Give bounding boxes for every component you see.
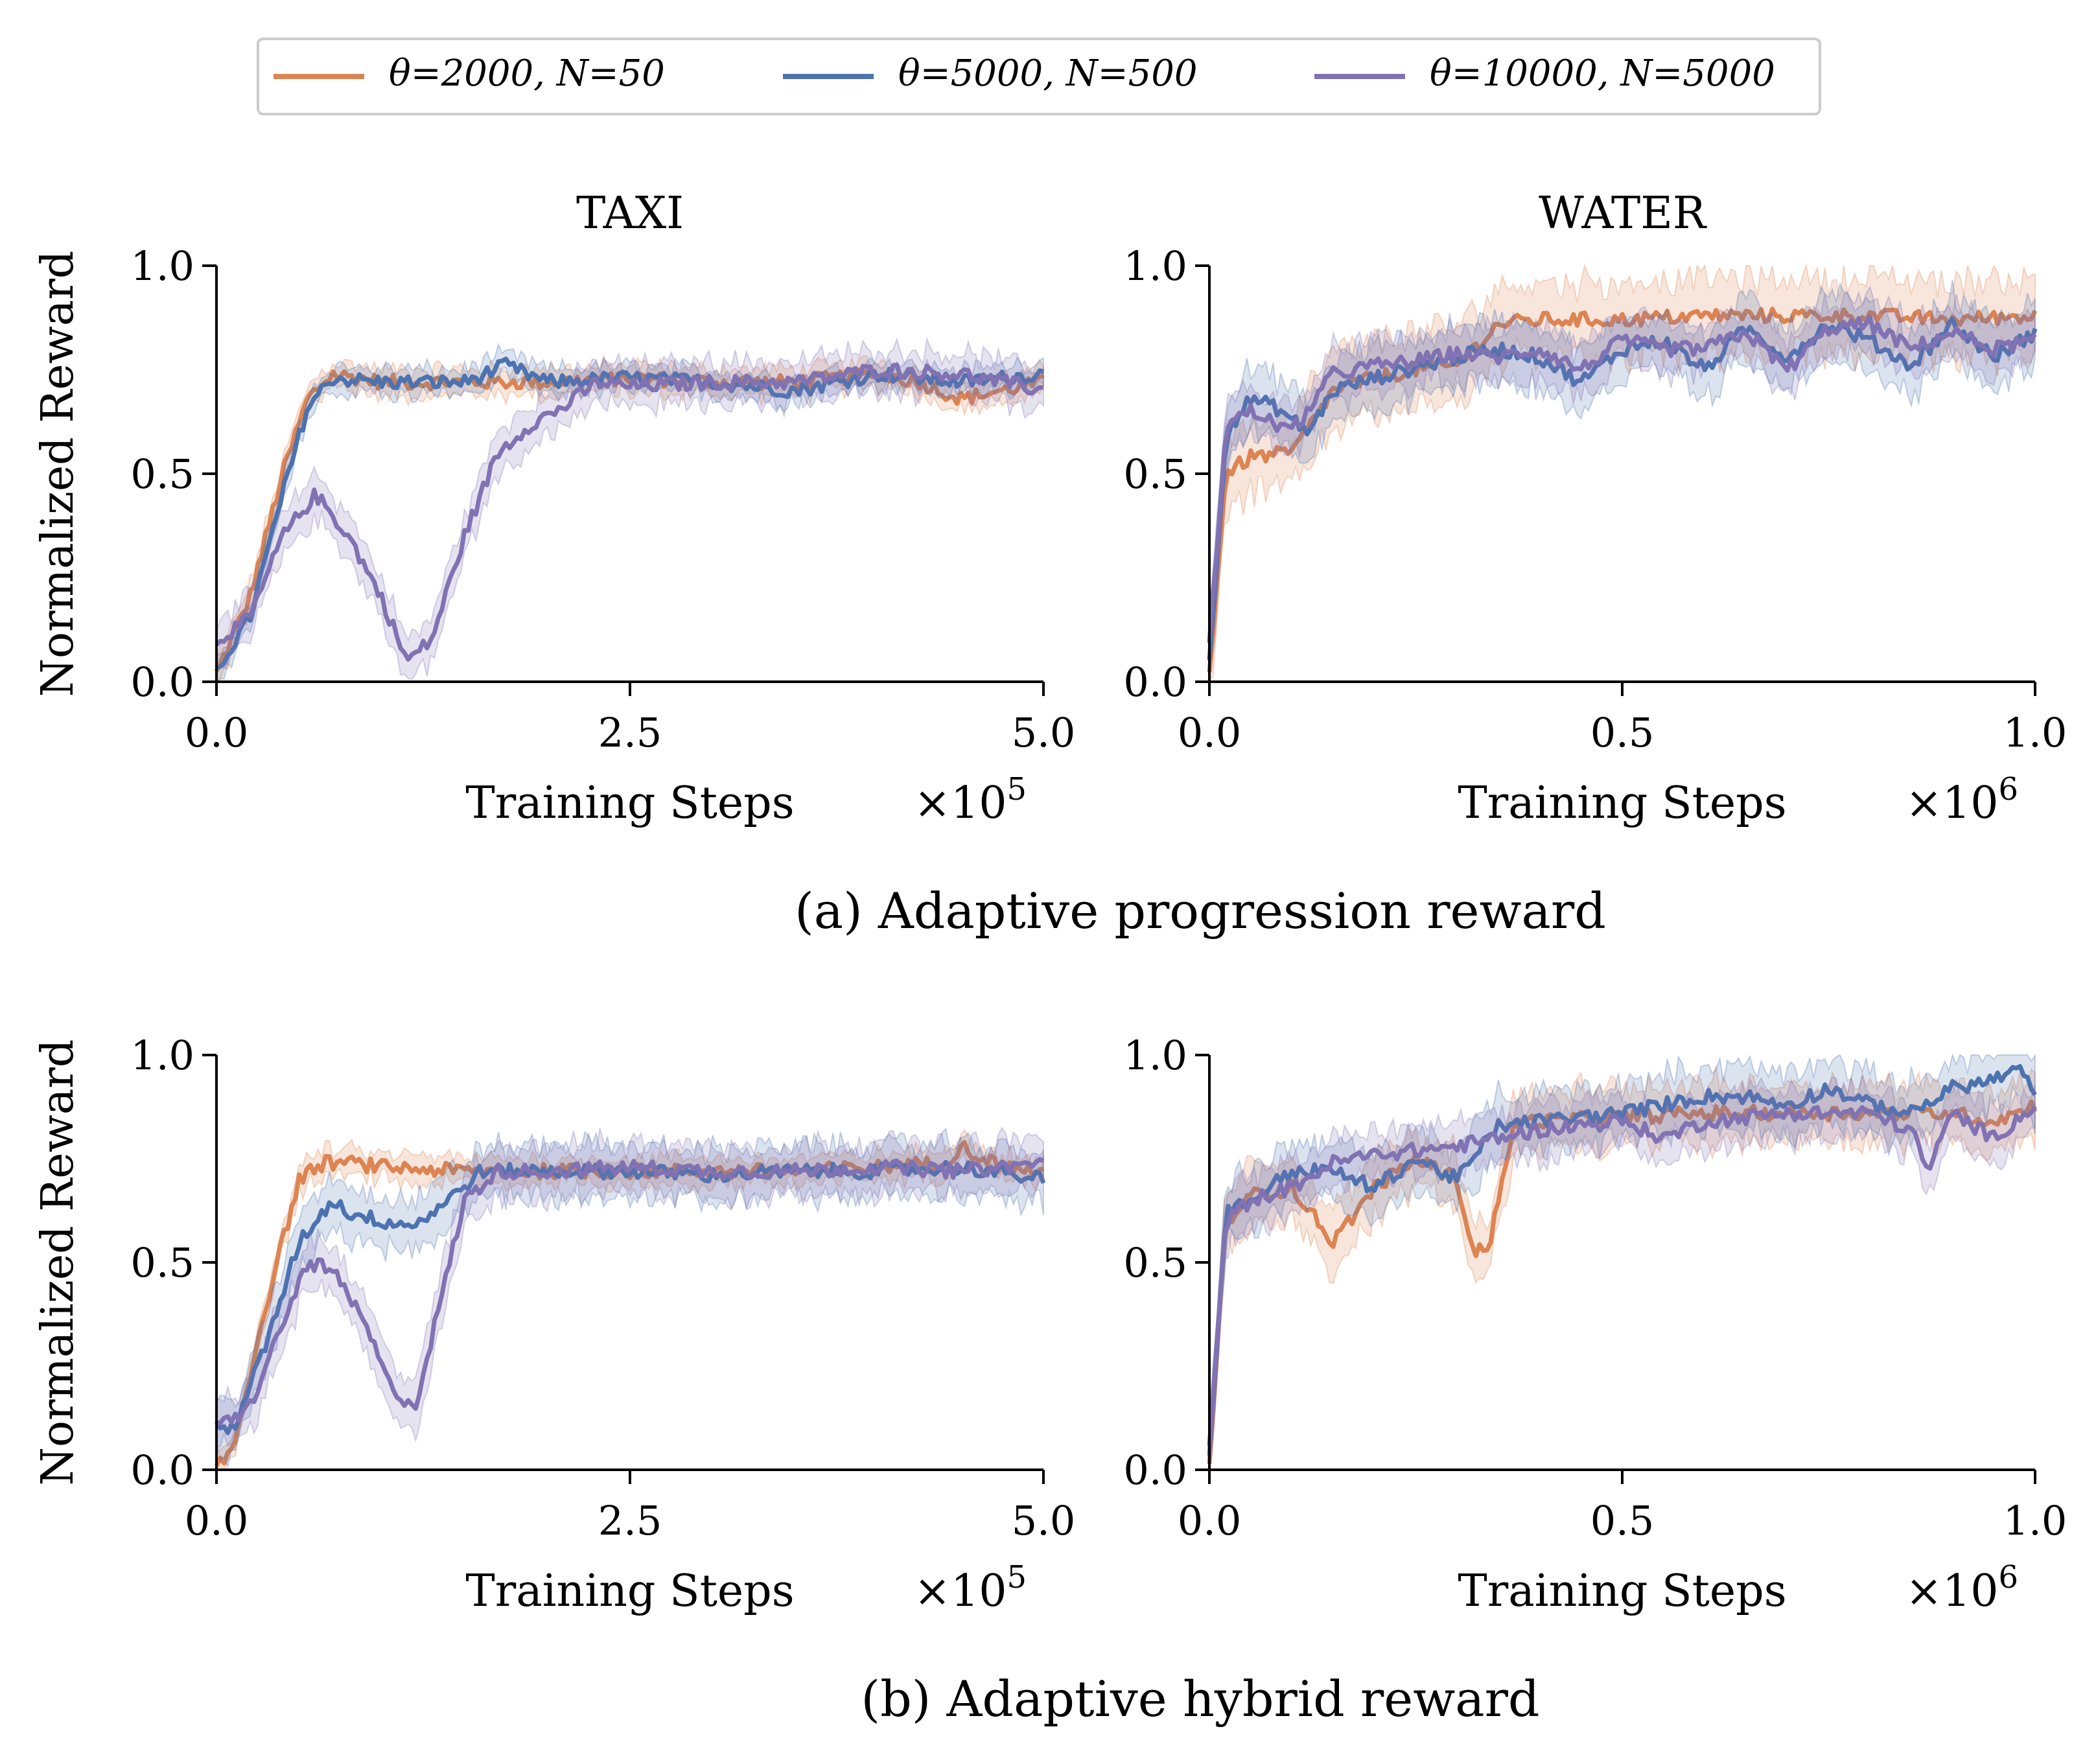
y-tick-label: 0.0 — [130, 1446, 194, 1494]
series-band-1 — [1209, 280, 2036, 682]
y-tick-label: 1.0 — [130, 1032, 194, 1079]
x-tick-label: 0.0 — [1178, 709, 1242, 756]
series-band-0 — [1209, 1065, 2036, 1470]
caption-a: (a) Adaptive progression reward — [795, 882, 1606, 940]
chart-panel-b-taxi: 0.0 0.5 1.0 0.0 2.5 5.0 Training Steps ×105 Norm… — [32, 1032, 1075, 1617]
y-tick-label: 1.0 — [1123, 1032, 1187, 1079]
series-band-1 — [216, 1127, 1044, 1469]
x-tick-label: 0.0 — [1178, 1497, 1242, 1544]
legend-entry-2: θ=10000, N=5000 — [1430, 52, 1775, 95]
legend: θ=2000, N=50 θ=5000, N=500 θ=10000, N=50… — [257, 38, 1821, 115]
x-tick-label: 2.5 — [598, 1497, 662, 1544]
y-tick-label: 0.0 — [130, 658, 194, 706]
x-tick-label: 0.5 — [1590, 1497, 1655, 1544]
legend-frame — [257, 38, 1821, 115]
x-tick-label: 0.0 — [185, 1497, 249, 1544]
chart-panel-a-taxi: 0.0 0.5 1.0 0.0 2.5 5.0 Training Steps ×105 Norm… — [32, 188, 1075, 829]
x-multiplier-label: ×106 — [1905, 771, 2018, 829]
legend-entry-0: θ=2000, N=50 — [389, 52, 665, 95]
y-tick-label: 1.0 — [130, 242, 194, 290]
x-axis-label: Training Steps — [465, 1566, 794, 1617]
y-tick-label: 1.0 — [1123, 242, 1187, 290]
x-axis-label: Training Steps — [1458, 1566, 1786, 1617]
x-axis-label: Training Steps — [1458, 778, 1786, 829]
x-multiplier-exponent: 5 — [1007, 771, 1027, 807]
x-multiplier-label: ×106 — [1905, 1559, 2018, 1617]
y-tick-label: 0.0 — [1123, 1446, 1187, 1494]
x-tick-label: 1.0 — [2003, 1497, 2067, 1544]
x-axis-label: Training Steps — [465, 778, 794, 829]
series-line-2 — [216, 1157, 1045, 1426]
panel-title: TAXI — [576, 188, 684, 239]
chart-panel-a-water: 0.0 0.5 1.0 0.0 0.5 1.0 Training Steps ×106 WATE… — [1123, 188, 2067, 829]
x-tick-label: 1.0 — [2003, 709, 2067, 756]
x-tick-label: 2.5 — [598, 709, 662, 756]
series-line-2 — [1207, 1105, 2037, 1456]
x-tick-label: 0.0 — [185, 709, 249, 756]
series-line-1 — [1207, 1063, 2037, 1446]
y-axis-label: Normalized Reward — [32, 251, 84, 697]
series-band-2 — [1209, 285, 2036, 667]
series-line-2 — [1207, 314, 2037, 644]
legend-entry-1: θ=5000, N=500 — [898, 52, 1198, 95]
y-tick-label: 0.0 — [1123, 658, 1187, 706]
chart-panel-b-water: 0.0 0.5 1.0 0.0 0.5 1.0 Training Steps ×106 — [1123, 1032, 2067, 1617]
x-multiplier-label: ×105 — [914, 1559, 1027, 1617]
series-band-0 — [216, 354, 1044, 683]
y-tick-label: 0.5 — [130, 1239, 194, 1286]
x-tick-label: 5.0 — [1012, 1497, 1076, 1544]
y-tick-label: 0.5 — [130, 450, 194, 498]
x-multiplier-label: ×105 — [914, 771, 1027, 829]
caption-b: (b) Adaptive hybrid reward — [861, 1670, 1539, 1728]
x-tick-label: 0.5 — [1590, 709, 1655, 756]
panel-title: WATER — [1539, 188, 1707, 239]
y-axis-label: Normalized Reward — [32, 1039, 84, 1486]
x-multiplier-exponent: 5 — [1007, 1559, 1027, 1596]
series-band-1 — [1209, 1052, 2036, 1470]
y-tick-label: 0.5 — [1123, 450, 1187, 498]
series-line-1 — [1207, 316, 2038, 660]
x-multiplier-exponent: 6 — [1999, 1559, 2019, 1596]
series-line-2 — [215, 362, 1044, 662]
y-tick-label: 0.5 — [1123, 1239, 1187, 1286]
series-band-2 — [1209, 1074, 2036, 1470]
x-multiplier-exponent: 6 — [1999, 771, 2019, 807]
x-tick-label: 5.0 — [1012, 709, 1076, 756]
